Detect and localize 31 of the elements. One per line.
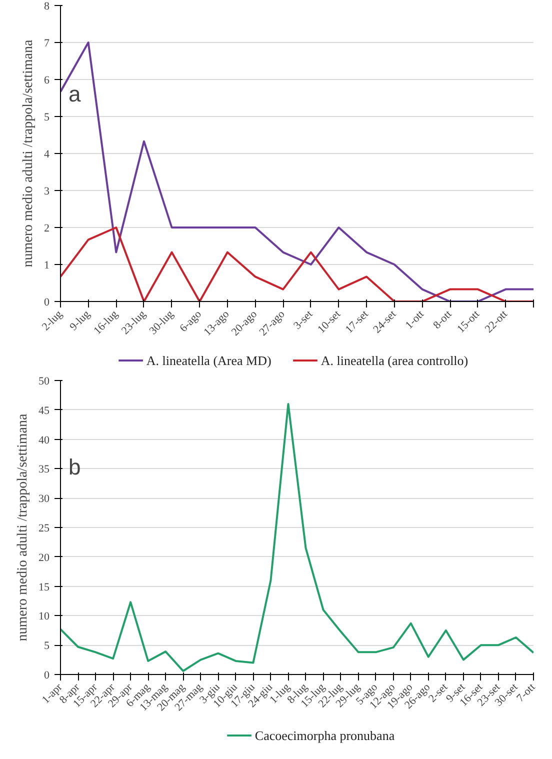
annotation: a [68, 82, 82, 106]
x-tick-label: 3-set [292, 308, 316, 332]
y-tick-label: 15 [38, 581, 50, 594]
y-axis-title: numero medio adulti /trappola/settimana [21, 38, 36, 268]
y-tick-label: 50 [38, 376, 50, 388]
y-tick-label: 40 [38, 434, 50, 446]
y-tick-label: 1 [44, 260, 50, 272]
y-tick-label: 5 [44, 112, 50, 124]
y-tick-label: 45 [38, 404, 50, 417]
annotation: b [68, 454, 81, 480]
y-tick-label: 7 [44, 38, 50, 50]
y-tick-label: 6 [44, 74, 50, 86]
x-tick-label: 8-ott [431, 308, 454, 332]
y-tick-label: 8 [44, 0, 50, 12]
legend-label: A. lineatella (area controllo) [320, 353, 468, 368]
y-tick-label: 5 [44, 640, 50, 652]
y-tick-label: 2 [44, 222, 50, 234]
y-tick-label: 4 [44, 148, 50, 160]
legend-label: A. lineatella (Area MD) [146, 353, 272, 368]
y-tick-label: 25 [38, 522, 50, 534]
y-tick-label: 35 [38, 464, 50, 476]
y-tick-label: 0 [44, 670, 50, 682]
y-tick-label: 3 [44, 186, 50, 198]
y-tick-label: 10 [38, 610, 50, 623]
y-tick-label: 20 [38, 552, 50, 564]
x-tick-label: 1-ott [403, 308, 426, 332]
y-axis-title: numero medio adulti /trappola/settimana [16, 412, 30, 642]
y-tick-label: 0 [44, 296, 50, 308]
y-tick-label: 30 [38, 493, 50, 506]
line-series [60, 403, 534, 672]
legend-label: Cacoecimorpha pronubana [254, 728, 395, 743]
